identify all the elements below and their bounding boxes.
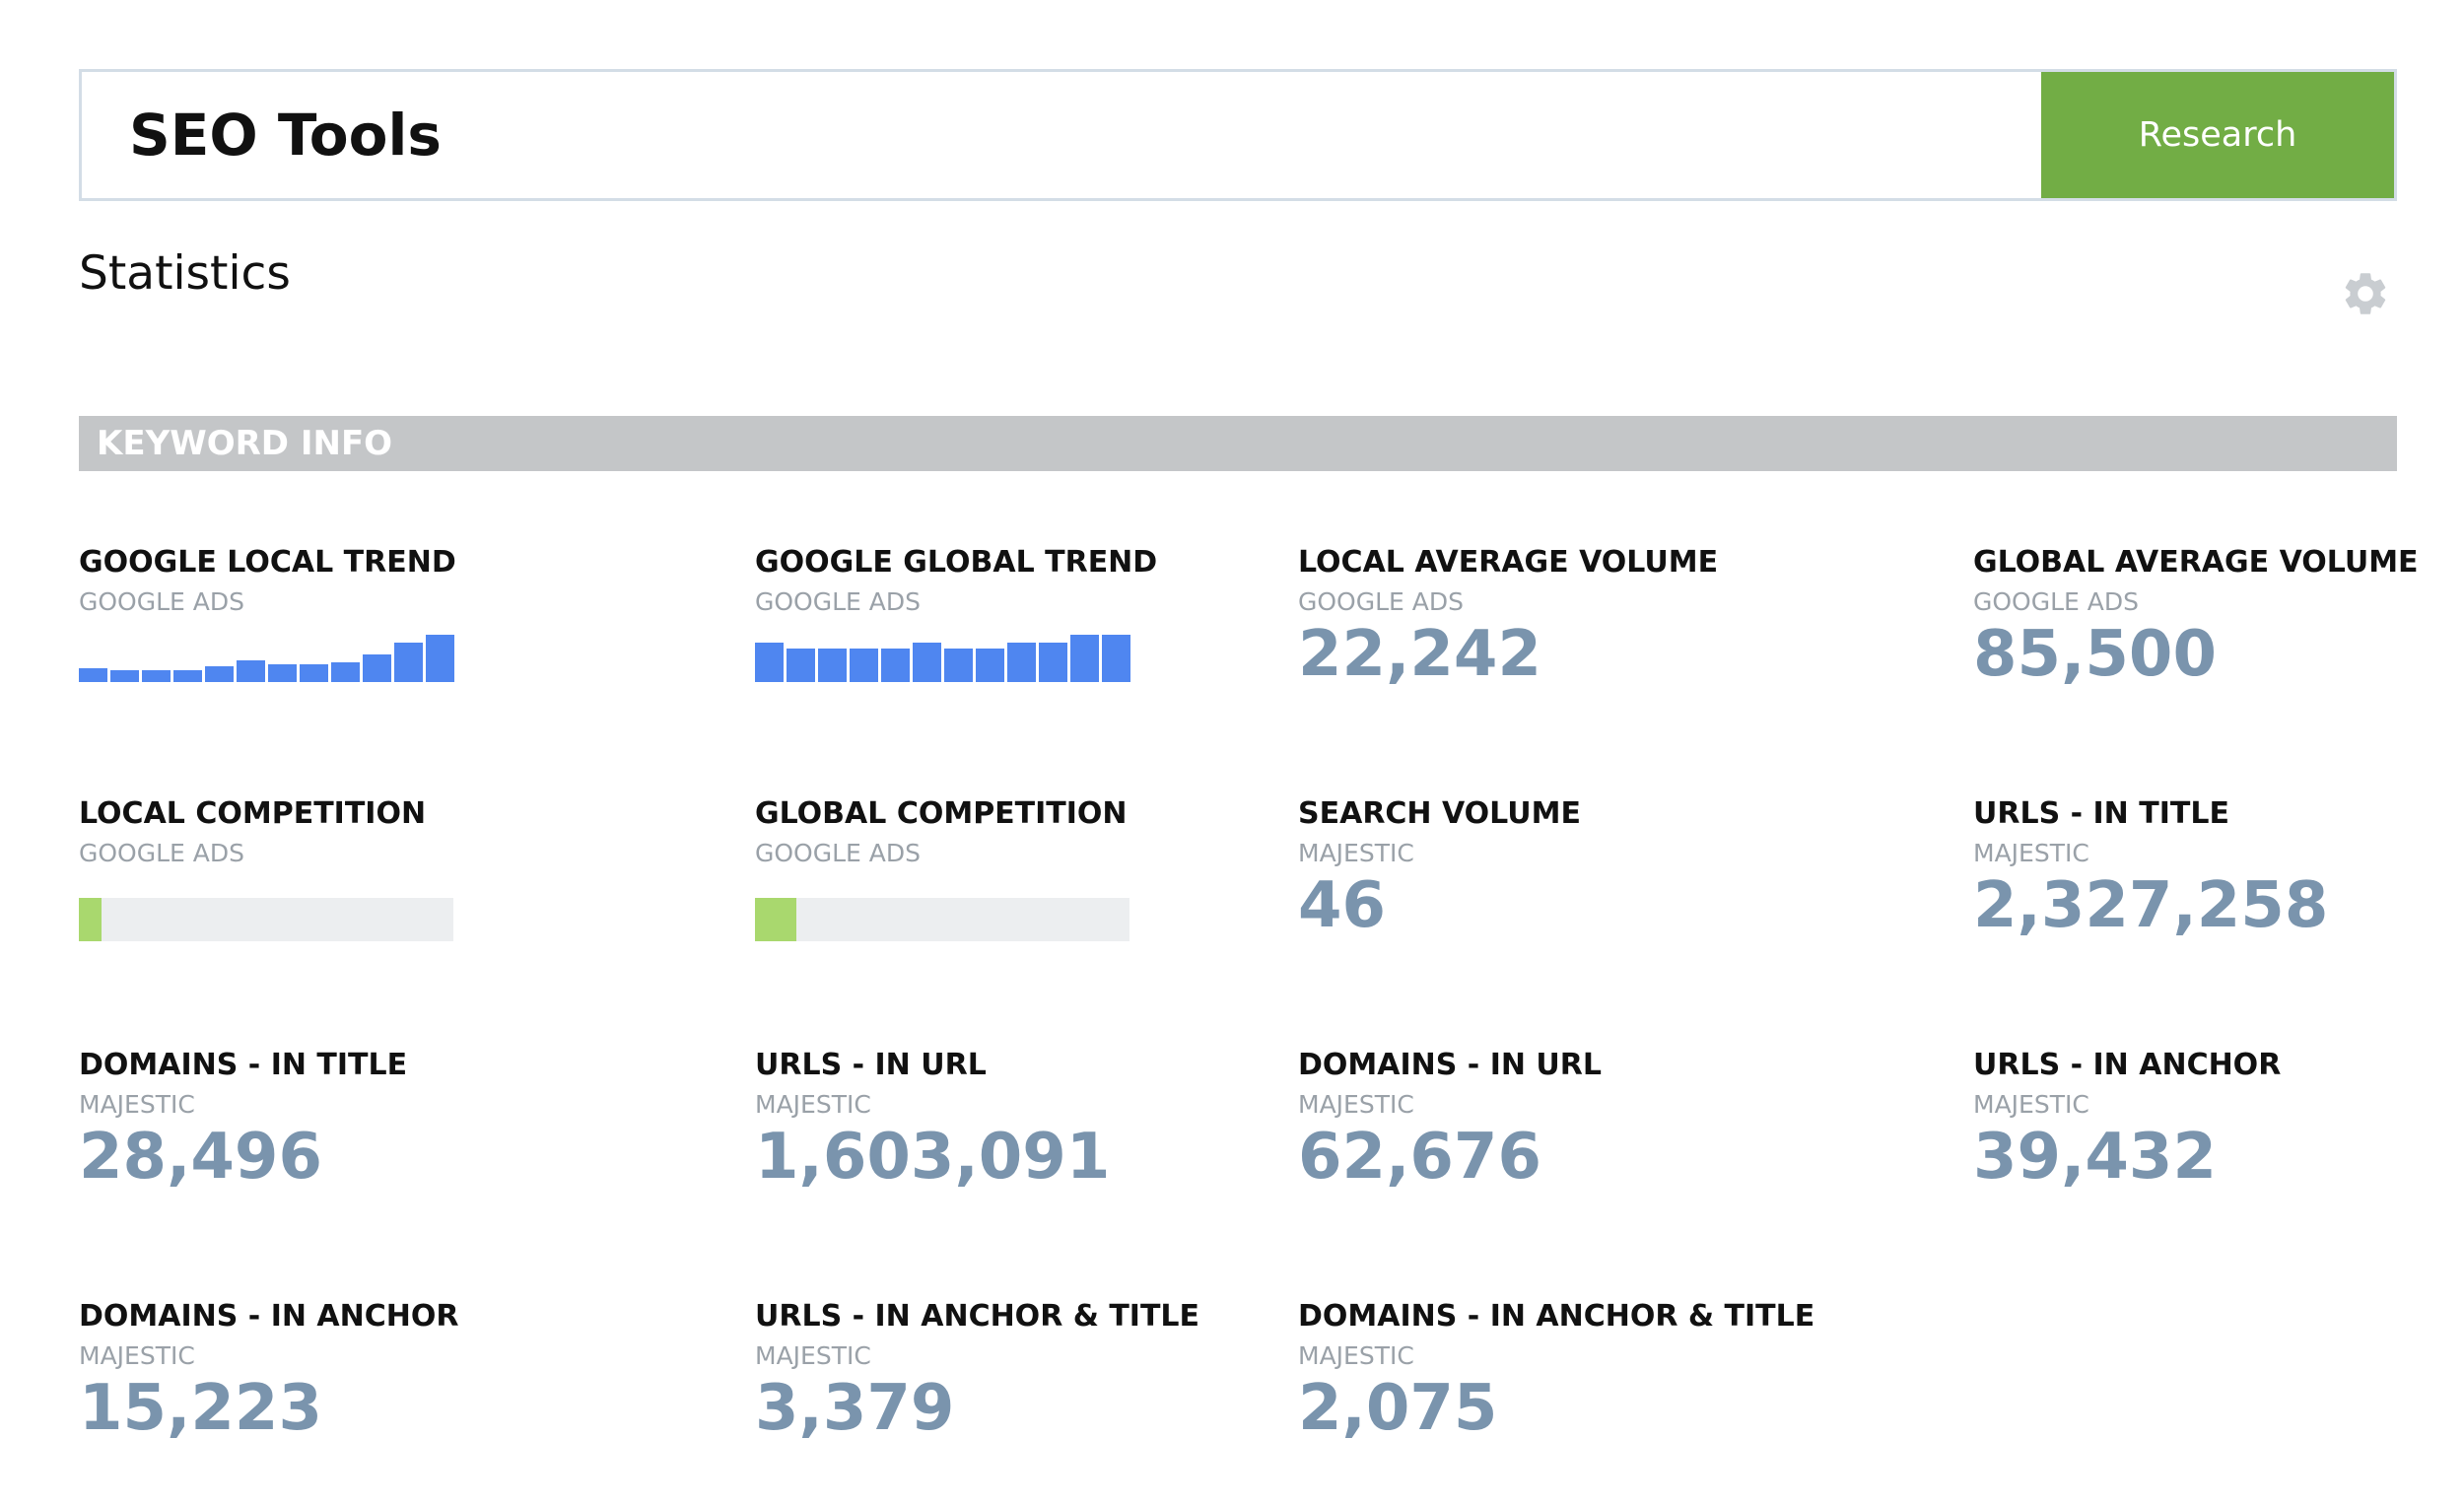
section-title: KEYWORD INFO: [97, 424, 393, 463]
trend-bar: [79, 668, 107, 682]
card-title: DOMAINS - IN TITLE: [79, 1048, 408, 1082]
card-global-average-volume: GLOBAL AVERAGE VOLUME GOOGLE ADS 85,500: [1973, 545, 2419, 691]
trend-bar: [976, 649, 1004, 682]
card-source: MAJESTIC: [1973, 1090, 2089, 1119]
card-urls-in-anchor-title: URLS - IN ANCHOR & TITLE MAJESTIC 3,379: [755, 1299, 1200, 1445]
card-title: DOMAINS - IN ANCHOR: [79, 1299, 459, 1334]
card-urls-in-title: URLS - IN TITLE MAJESTIC 2,327,258: [1973, 796, 2329, 942]
trend-bar: [110, 670, 139, 682]
trend-bar: [850, 649, 878, 682]
card-title: GOOGLE LOCAL TREND: [79, 545, 456, 580]
page-title: Statistics: [79, 246, 291, 301]
card-source: GOOGLE ADS: [755, 839, 921, 867]
card-source: GOOGLE ADS: [755, 587, 921, 616]
card-value: 62,676: [1298, 1121, 1541, 1194]
local-trend-chart: [79, 633, 457, 682]
trend-bar: [913, 643, 941, 682]
card-title: GLOBAL AVERAGE VOLUME: [1973, 545, 2419, 580]
card-source: MAJESTIC: [1973, 839, 2089, 867]
card-value: 3,379: [755, 1372, 955, 1445]
card-title: LOCAL COMPETITION: [79, 796, 427, 831]
card-source: MAJESTIC: [79, 1341, 195, 1370]
trend-bar: [944, 649, 973, 682]
trend-bar: [1007, 643, 1036, 682]
card-title: GOOGLE GLOBAL TREND: [755, 545, 1158, 580]
card-title: GLOBAL COMPETITION: [755, 796, 1128, 831]
card-source: MAJESTIC: [755, 1341, 871, 1370]
card-google-local-trend: GOOGLE LOCAL TREND GOOGLE ADS: [79, 548, 457, 682]
card-title: URLS - IN URL: [755, 1048, 987, 1082]
trend-bar: [1102, 635, 1130, 682]
research-button[interactable]: Research: [2041, 72, 2394, 198]
card-title: LOCAL AVERAGE VOLUME: [1298, 545, 1719, 580]
card-title: SEARCH VOLUME: [1298, 796, 1581, 831]
card-value: 85,500: [1973, 618, 2217, 691]
trend-bar: [173, 670, 202, 682]
card-domains-in-url: DOMAINS - IN URL MAJESTIC 62,676: [1298, 1048, 1602, 1194]
trend-bar: [1039, 643, 1067, 682]
card-source: MAJESTIC: [1298, 839, 1414, 867]
trend-bar: [363, 654, 391, 682]
trend-bar: [331, 662, 360, 682]
card-title: URLS - IN TITLE: [1973, 796, 2229, 831]
card-title: DOMAINS - IN ANCHOR & TITLE: [1298, 1299, 1815, 1334]
trend-bar: [818, 649, 847, 682]
card-global-competition: GLOBAL COMPETITION GOOGLE ADS: [755, 799, 1129, 941]
card-local-competition: LOCAL COMPETITION GOOGLE ADS: [79, 799, 453, 941]
trend-bar: [426, 635, 454, 682]
trend-bar: [205, 666, 234, 682]
card-source: MAJESTIC: [755, 1090, 871, 1119]
card-title: URLS - IN ANCHOR: [1973, 1048, 2282, 1082]
card-domains-in-title: DOMAINS - IN TITLE MAJESTIC 28,496: [79, 1048, 408, 1194]
gear-icon[interactable]: [2340, 268, 2391, 319]
trend-bar: [881, 649, 910, 682]
trend-bar: [268, 664, 297, 682]
card-source: GOOGLE ADS: [1298, 587, 1464, 616]
card-source: GOOGLE ADS: [1973, 587, 2139, 616]
competition-fill: [755, 898, 796, 941]
card-local-average-volume: LOCAL AVERAGE VOLUME GOOGLE ADS 22,242: [1298, 545, 1719, 691]
card-value: 39,432: [1973, 1121, 2217, 1194]
card-source: MAJESTIC: [79, 1090, 195, 1119]
card-title: URLS - IN ANCHOR & TITLE: [755, 1299, 1200, 1334]
local-competition-bar: [79, 898, 453, 941]
card-value: 22,242: [1298, 618, 1541, 691]
card-google-global-trend: GOOGLE GLOBAL TREND GOOGLE ADS: [755, 548, 1157, 682]
card-search-volume: SEARCH VOLUME MAJESTIC 46: [1298, 796, 1581, 942]
card-source: MAJESTIC: [1298, 1090, 1414, 1119]
card-source: GOOGLE ADS: [79, 587, 244, 616]
trend-bar: [142, 670, 171, 682]
card-domains-in-anchor-title: DOMAINS - IN ANCHOR & TITLE MAJESTIC 2,0…: [1298, 1299, 1815, 1445]
trend-bar: [1070, 635, 1099, 682]
card-value: 46: [1298, 869, 1387, 942]
card-urls-in-anchor: URLS - IN ANCHOR MAJESTIC 39,432: [1973, 1048, 2282, 1194]
card-domains-in-anchor: DOMAINS - IN ANCHOR MAJESTIC 15,223: [79, 1299, 459, 1445]
card-value: 2,327,258: [1973, 869, 2329, 942]
card-value: 2,075: [1298, 1372, 1498, 1445]
global-trend-chart: [755, 633, 1157, 682]
search-bar: Research: [79, 69, 2397, 201]
trend-bar: [755, 643, 784, 682]
card-value: 28,496: [79, 1121, 322, 1194]
card-source: GOOGLE ADS: [79, 839, 244, 867]
keyword-info-header: KEYWORD INFO: [79, 416, 2397, 471]
card-source: MAJESTIC: [1298, 1341, 1414, 1370]
card-value: 15,223: [79, 1372, 322, 1445]
trend-bar: [237, 660, 265, 682]
card-value: 1,603,091: [755, 1121, 1111, 1194]
trend-bar: [787, 649, 815, 682]
trend-bar: [300, 664, 328, 682]
card-urls-in-url: URLS - IN URL MAJESTIC 1,603,091: [755, 1048, 1111, 1194]
competition-fill: [79, 898, 102, 941]
card-title: DOMAINS - IN URL: [1298, 1048, 1602, 1082]
search-input[interactable]: [82, 72, 2038, 198]
trend-bar: [394, 643, 423, 682]
global-competition-bar: [755, 898, 1129, 941]
